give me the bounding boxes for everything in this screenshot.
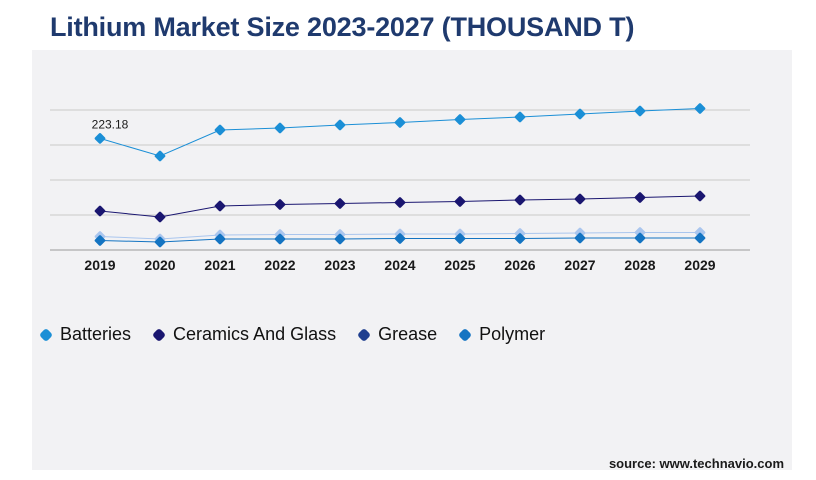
chart-legend: Batteries Ceramics And Glass Grease Polymer	[38, 324, 545, 345]
data-point	[694, 190, 706, 202]
data-point	[394, 197, 406, 208]
data-point	[274, 199, 286, 210]
x-tick-label: 2024	[384, 257, 415, 273]
source-credit: source: www.technavio.com	[608, 456, 784, 471]
legend-marker-icon	[38, 327, 54, 342]
data-point	[94, 133, 106, 144]
data-point	[154, 211, 166, 223]
data-label: 223.18	[92, 117, 129, 131]
data-point	[94, 235, 106, 246]
legend-marker-icon	[458, 327, 473, 342]
data-point	[694, 103, 706, 114]
data-point	[334, 198, 346, 209]
chart-title: Lithium Market Size 2023-2027 (THOUSAND …	[50, 12, 635, 42]
x-tick-label: 2025	[444, 257, 475, 273]
data-point	[574, 108, 586, 120]
data-point	[214, 200, 226, 212]
data-point	[514, 194, 526, 206]
legend-item: Batteries	[38, 324, 131, 345]
data-point	[574, 193, 586, 205]
data-point	[214, 124, 226, 136]
data-point	[634, 192, 646, 203]
data-point	[154, 236, 166, 248]
data-point	[514, 111, 526, 123]
legend-marker-icon	[357, 327, 372, 342]
legend-label: Grease	[378, 324, 438, 344]
line-chart: 2019 2020 2021 2022 2023 2024 2025 2026 2027 2028…	[50, 103, 750, 273]
x-tick-label: 2027	[564, 257, 595, 273]
legend-label: Polymer	[479, 324, 546, 344]
data-point	[454, 233, 466, 244]
data-point	[334, 233, 346, 245]
x-tick-label: 2021	[204, 257, 235, 273]
data-point	[154, 150, 166, 162]
legend-label: Ceramics And Glass	[173, 324, 337, 344]
x-tick-label: 2020	[144, 257, 175, 273]
x-tick-label: 2029	[684, 257, 715, 273]
data-point	[634, 232, 646, 244]
data-point	[634, 105, 646, 117]
x-tick-label: 2019	[84, 257, 115, 273]
data-point	[274, 122, 286, 134]
x-tick-label: 2026	[504, 257, 535, 273]
legend-marker-icon	[151, 327, 167, 342]
data-point	[274, 233, 286, 245]
data-point	[394, 233, 406, 244]
data-point	[94, 205, 106, 217]
data-point	[694, 232, 706, 244]
legend-item: Polymer	[457, 324, 545, 345]
legend-item: Ceramics And Glass	[151, 324, 336, 345]
data-point	[334, 119, 346, 131]
x-tick-label: 2023	[324, 257, 355, 273]
chart-background-panel	[32, 50, 792, 470]
x-tick-label: 2028	[624, 257, 655, 273]
series-line-batteries	[99, 108, 701, 157]
x-tick-label: 2022	[264, 257, 295, 273]
legend-item: Grease	[356, 324, 437, 345]
data-point	[454, 196, 466, 207]
data-point	[514, 233, 526, 244]
data-point	[214, 233, 226, 245]
data-point	[574, 232, 586, 244]
data-point	[394, 117, 406, 128]
legend-label: Batteries	[60, 324, 132, 344]
data-point	[454, 114, 466, 125]
